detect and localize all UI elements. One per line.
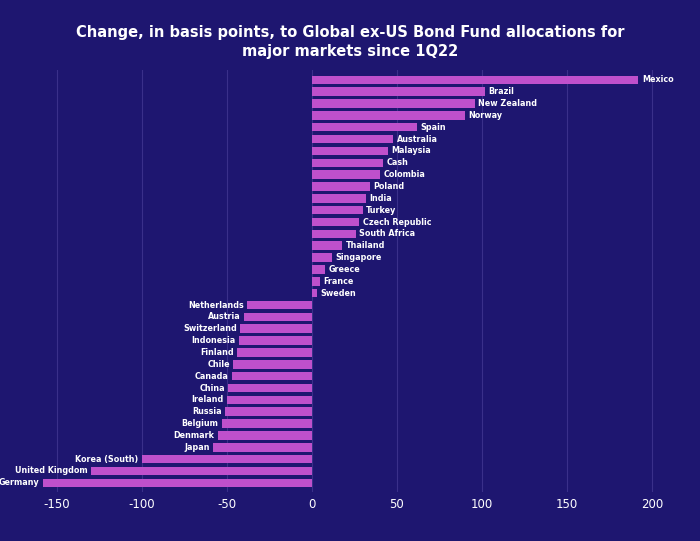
- Bar: [222, 419, 312, 428]
- Bar: [247, 301, 312, 309]
- Bar: [312, 289, 317, 298]
- Text: New Zealand: New Zealand: [478, 99, 538, 108]
- Text: South Africa: South Africa: [359, 229, 416, 239]
- Text: Singapore: Singapore: [335, 253, 382, 262]
- Bar: [312, 147, 388, 155]
- Bar: [227, 395, 312, 404]
- Text: Chile: Chile: [207, 360, 230, 369]
- Bar: [312, 277, 320, 286]
- Bar: [312, 194, 366, 203]
- Text: France: France: [323, 277, 354, 286]
- Bar: [312, 241, 342, 250]
- Bar: [43, 479, 312, 487]
- Bar: [225, 407, 312, 416]
- Text: Russia: Russia: [192, 407, 222, 416]
- Bar: [213, 443, 312, 452]
- Text: Cash: Cash: [386, 159, 409, 167]
- Bar: [234, 360, 312, 368]
- Bar: [239, 337, 312, 345]
- Text: Malaysia: Malaysia: [392, 147, 431, 155]
- Bar: [312, 111, 465, 120]
- Text: Australia: Australia: [397, 135, 438, 143]
- Text: Austria: Austria: [207, 312, 240, 321]
- Bar: [312, 76, 638, 84]
- Bar: [232, 372, 312, 380]
- Text: Thailand: Thailand: [346, 241, 385, 250]
- Text: China: China: [199, 384, 225, 393]
- Bar: [141, 455, 312, 464]
- Text: Ireland: Ireland: [191, 395, 223, 404]
- Text: Greece: Greece: [329, 265, 360, 274]
- Text: United Kingdom: United Kingdom: [15, 466, 88, 476]
- Bar: [312, 206, 363, 214]
- Text: Spain: Spain: [421, 123, 446, 131]
- Bar: [312, 123, 417, 131]
- Text: India: India: [370, 194, 392, 203]
- Bar: [312, 88, 485, 96]
- Title: Change, in basis points, to Global ex-US Bond Fund allocations for
major markets: Change, in basis points, to Global ex-US…: [76, 25, 624, 60]
- Text: Denmark: Denmark: [174, 431, 215, 440]
- Text: Canada: Canada: [195, 372, 228, 381]
- Text: Turkey: Turkey: [366, 206, 396, 215]
- Text: Finland: Finland: [199, 348, 234, 357]
- Bar: [312, 99, 475, 108]
- Bar: [90, 467, 312, 475]
- Bar: [312, 170, 380, 179]
- Text: Germany: Germany: [0, 478, 39, 487]
- Text: Colombia: Colombia: [383, 170, 425, 179]
- Bar: [312, 229, 356, 238]
- Text: Norway: Norway: [468, 111, 503, 120]
- Bar: [312, 182, 370, 191]
- Text: Netherlands: Netherlands: [188, 301, 244, 309]
- Text: Sweden: Sweden: [320, 289, 356, 298]
- Bar: [240, 325, 312, 333]
- Text: Switzerland: Switzerland: [183, 324, 237, 333]
- Text: Indonesia: Indonesia: [191, 336, 235, 345]
- Bar: [312, 135, 393, 143]
- Bar: [237, 348, 312, 357]
- Text: Poland: Poland: [373, 182, 404, 191]
- Text: Japan: Japan: [184, 443, 209, 452]
- Text: Belgium: Belgium: [181, 419, 218, 428]
- Text: Korea (South): Korea (South): [75, 454, 138, 464]
- Bar: [312, 218, 359, 226]
- Bar: [312, 253, 332, 262]
- Text: Mexico: Mexico: [642, 75, 673, 84]
- Bar: [312, 159, 383, 167]
- Bar: [228, 384, 312, 392]
- Text: Czech Republic: Czech Republic: [363, 217, 431, 227]
- Bar: [312, 265, 326, 274]
- Bar: [244, 313, 312, 321]
- Bar: [218, 431, 312, 440]
- Text: Brazil: Brazil: [489, 87, 514, 96]
